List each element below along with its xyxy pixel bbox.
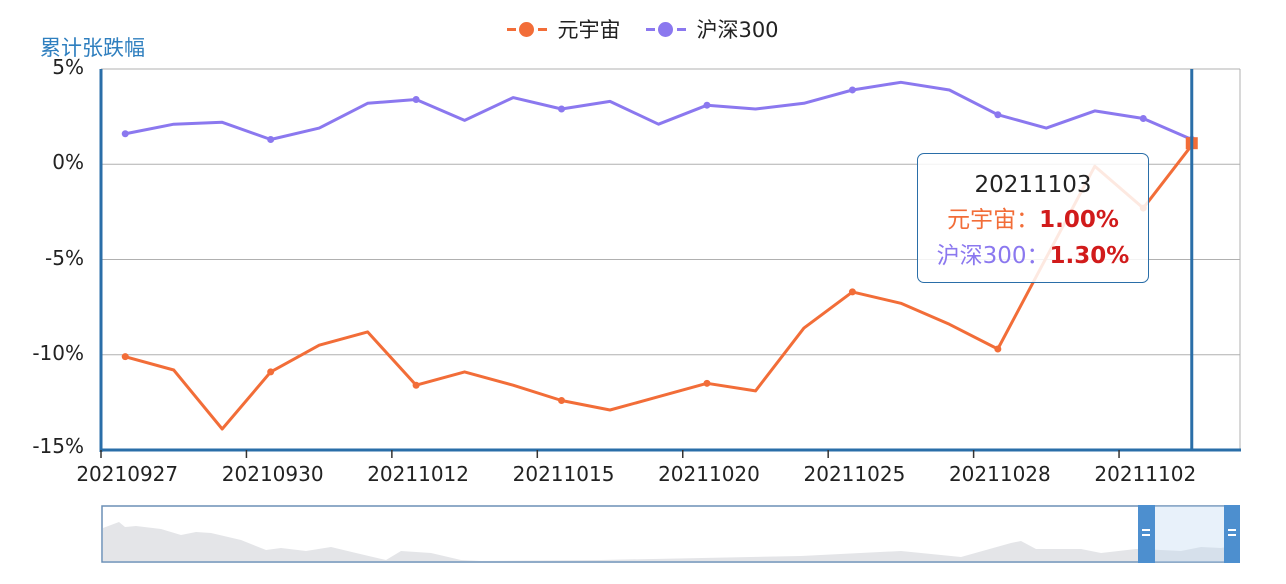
x-tick-label: 20211028 (948, 462, 1051, 486)
slider-selected-range[interactable] (1144, 506, 1224, 562)
tooltip-series-name: 元宇宙 (947, 207, 1017, 233)
legend-line-dot-icon (507, 21, 548, 37)
data-point (558, 396, 566, 404)
data-point (994, 111, 1002, 119)
data-point (994, 345, 1002, 353)
y-tick-label: 0% (52, 150, 84, 175)
slider-preview-area (103, 522, 1238, 561)
y-tick-label: -15% (32, 434, 84, 458)
series-line (124, 144, 1193, 431)
data-point (121, 130, 129, 138)
tooltip-separator: ： (1026, 243, 1050, 269)
tooltip-series-name: 沪深300 (936, 243, 1027, 269)
y-tick-label: -5% (45, 245, 84, 270)
legend-item[interactable]: 元宇宙 (507, 14, 620, 44)
data-point (412, 381, 420, 389)
legend-label: 沪深300 (696, 18, 779, 42)
legend-line-dot-icon (646, 21, 687, 37)
data-point (412, 95, 420, 103)
data-point (267, 135, 275, 143)
y-axis-title: 累计张跌幅 (40, 36, 145, 60)
data-point (1139, 115, 1147, 123)
data-point (558, 105, 566, 113)
plot-area[interactable] (0, 0, 1286, 500)
tooltip-value: 1.30% (1049, 243, 1130, 269)
x-tick-label: 20211102 (1094, 462, 1197, 486)
data-point (848, 86, 856, 94)
data-point (121, 353, 129, 361)
y-tick-label: 5% (52, 55, 84, 79)
x-tick-label: 20211015 (512, 462, 615, 486)
data-point (848, 288, 856, 296)
tooltip-row-hs300: 沪深300：1.30% (918, 238, 1148, 274)
y-tick-label: -10% (32, 340, 84, 365)
tooltip-separator: ： (1016, 207, 1040, 233)
legend-item[interactable]: 沪深300 (646, 14, 779, 44)
legend: 元宇宙 沪深300 (0, 14, 1286, 44)
data-point (703, 379, 711, 387)
series-line (124, 80, 1193, 141)
x-tick-label: 20211025 (803, 462, 906, 486)
tooltip-value: 1.00% (1039, 207, 1119, 233)
tooltip-row-yuanyuzhou: 元宇宙：1.00% (918, 202, 1148, 238)
x-tick-label: 20211012 (367, 462, 469, 486)
x-tick-label: 20211020 (658, 462, 760, 486)
data-point (703, 101, 711, 109)
data-point (267, 368, 275, 376)
x-tick-label: 20210930 (221, 462, 324, 486)
legend-label: 元宇宙 (557, 18, 621, 42)
tooltip: 20211103 元宇宙：1.00% 沪深300：1.30% (917, 153, 1149, 283)
data-zoom-slider[interactable] (101, 505, 1240, 563)
tooltip-date: 20211103 (974, 172, 1092, 198)
x-tick-label: 20210927 (76, 462, 179, 486)
